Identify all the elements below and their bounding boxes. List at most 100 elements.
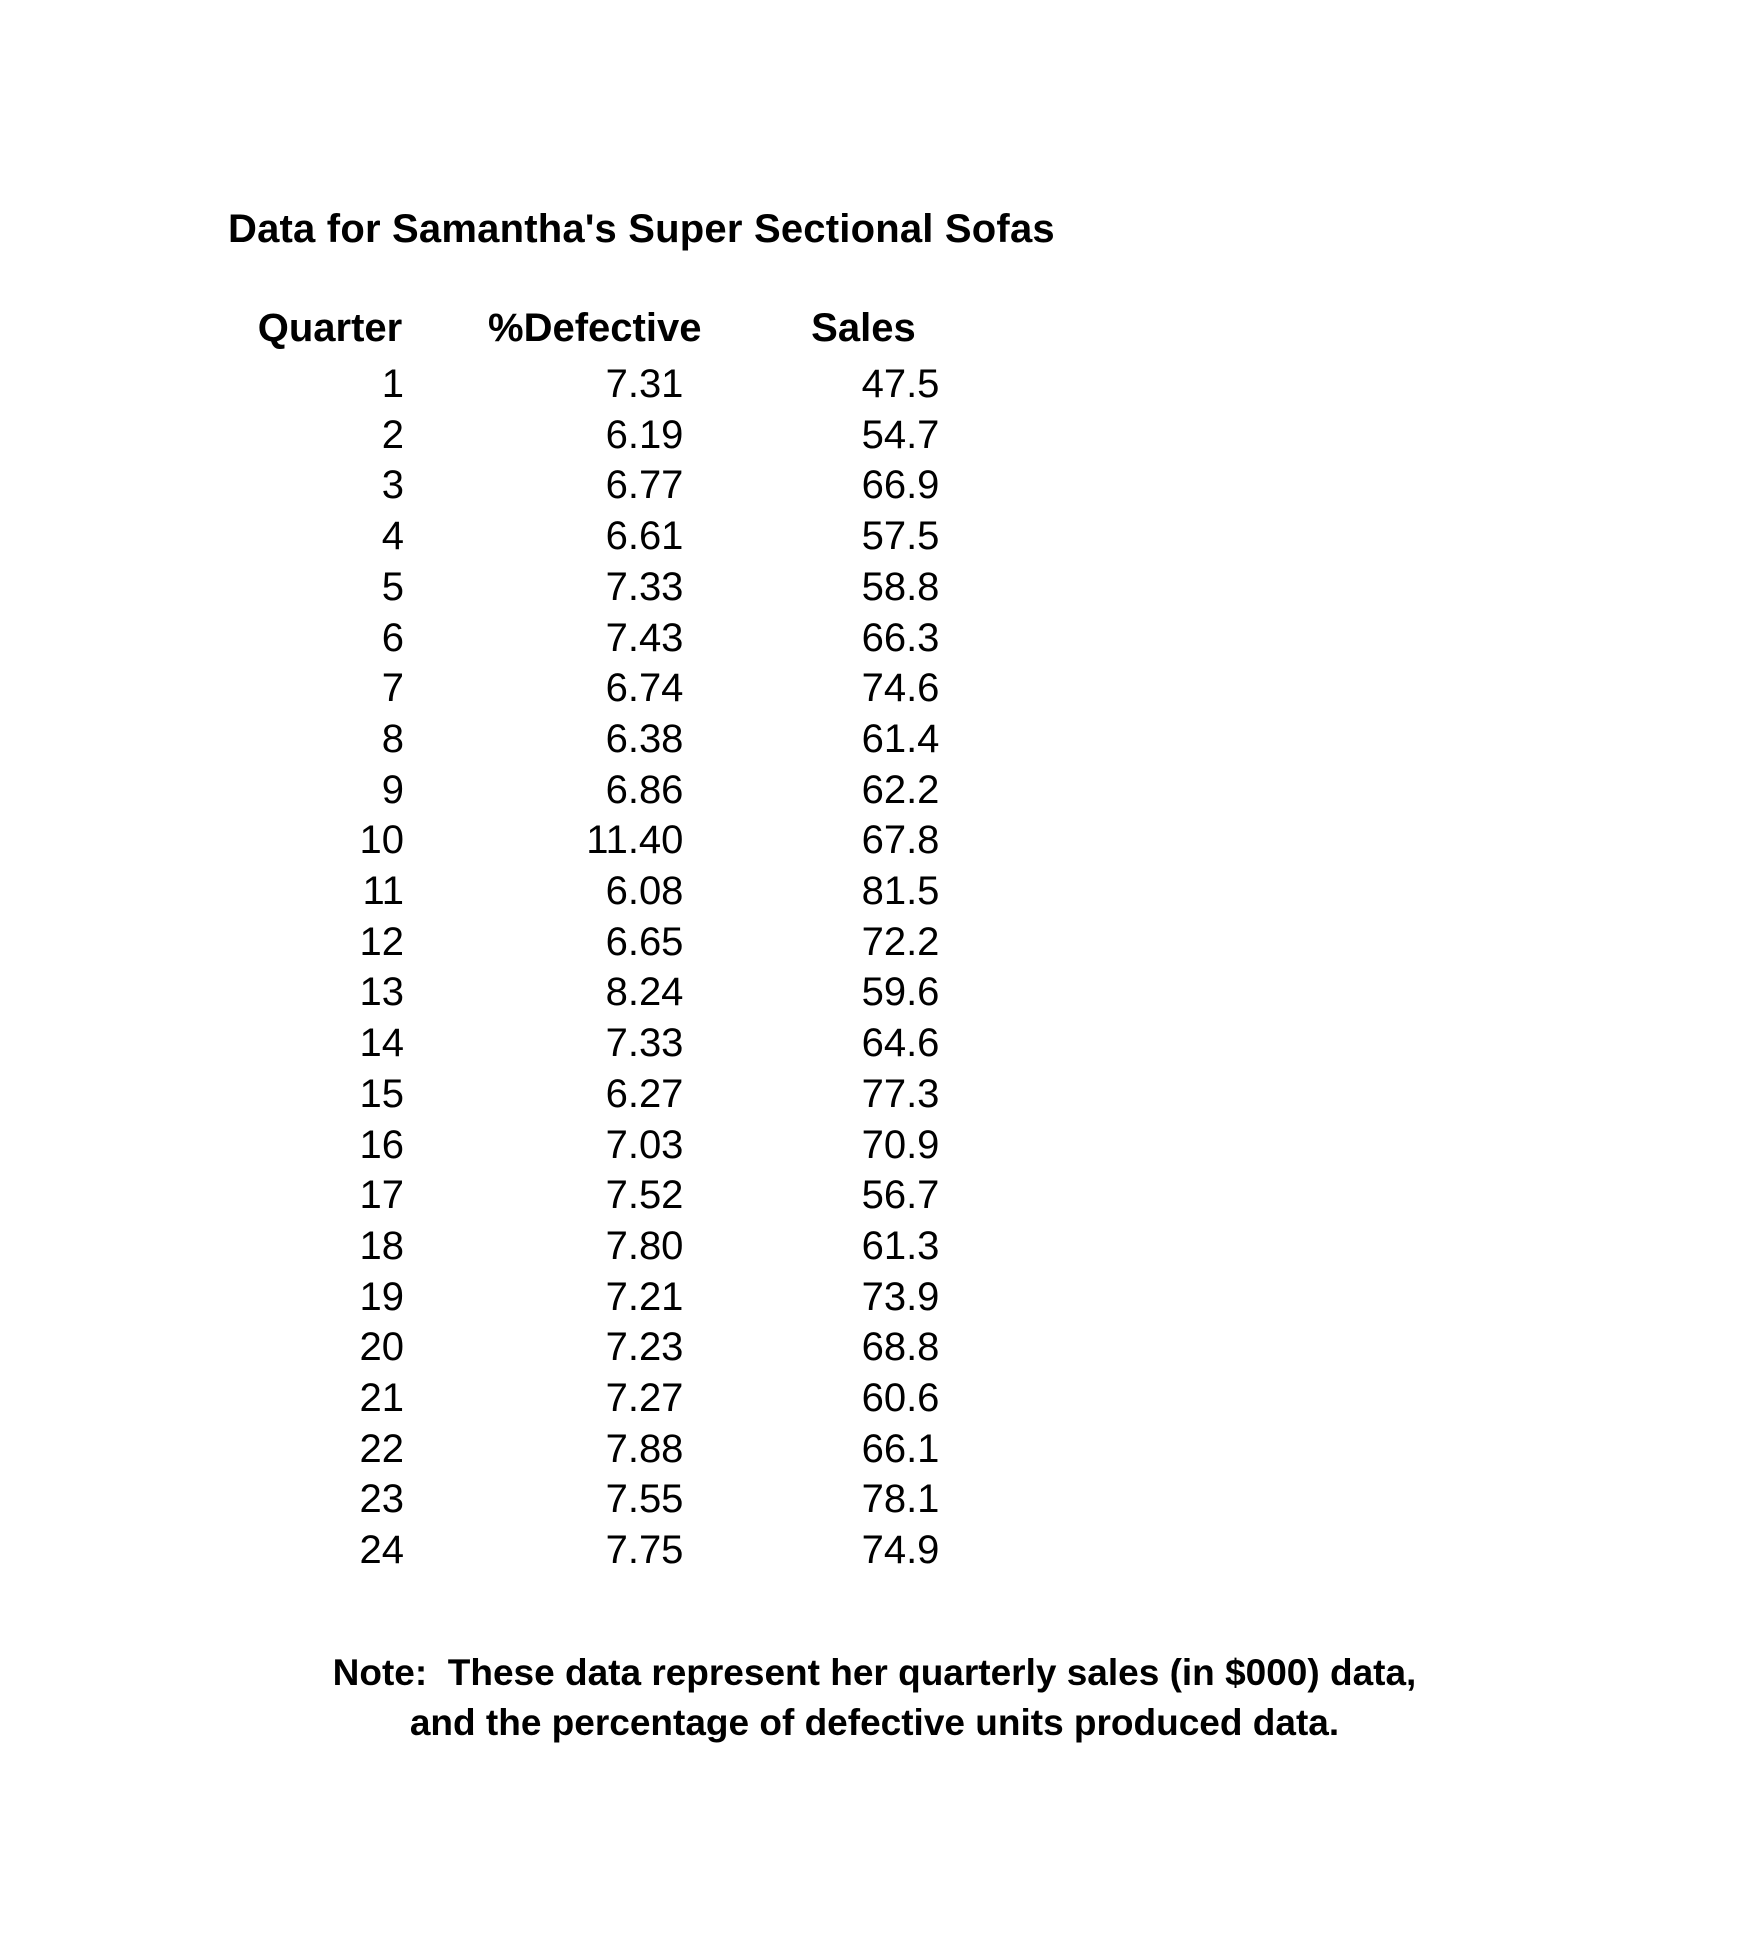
cell-quarter: 16 [359,1122,405,1167]
cell-gap-a [420,866,458,917]
cell-defective: 6.65 [605,919,684,964]
cell-sales: 73.9 [861,1274,940,1319]
cell-sales: 74.6 [861,666,940,711]
cell-gap-a [420,1069,458,1120]
table-row: 7 6.74 74.6 [240,663,951,714]
cell-quarter: 11 [362,869,404,914]
cell-gap-a [420,1272,458,1323]
cell-sales: 78.1 [861,1477,940,1522]
cell-gap-a [420,765,458,816]
table-row: 19 7.21 73.9 [240,1272,951,1323]
table-header-row: Quarter %Defective Sales [240,306,951,359]
cell-gap-b [701,1272,761,1323]
cell-gap-a [420,967,458,1018]
table-row: 24 7.75 74.9 [240,1525,951,1576]
cell-gap-b [701,1424,761,1475]
table-row: 17 7.52 56.7 [240,1170,951,1221]
cell-defective: 7.52 [605,1173,684,1218]
cell-gap-b [701,866,761,917]
cell-defective: 6.86 [605,767,684,812]
cell-defective: 11.40 [586,818,684,863]
cell-gap-b [701,815,761,866]
table-row: 6 7.43 66.3 [240,613,951,664]
cell-gap-a [420,1322,458,1373]
table-row: 18 7.80 61.3 [240,1221,951,1272]
cell-defective: 6.27 [605,1071,684,1116]
table-row: 8 6.38 61.4 [240,714,951,765]
table-row: 23 7.55 78.1 [240,1474,951,1525]
cell-defective: 8.24 [605,970,684,1015]
cell-defective: 7.75 [605,1528,684,1573]
cell-sales: 54.7 [861,412,940,457]
column-header-sales: Sales [811,306,916,350]
table-row: 13 8.24 59.6 [240,967,951,1018]
cell-quarter: 2 [381,412,404,457]
cell-gap-b [701,967,761,1018]
cell-gap-a [420,663,458,714]
cell-sales: 72.2 [861,919,940,964]
header-gap-a [420,306,458,359]
cell-gap-a [420,562,458,613]
cell-sales: 62.2 [861,767,940,812]
cell-quarter: 4 [381,514,404,559]
cell-gap-b [701,613,761,664]
cell-gap-a [420,815,458,866]
cell-sales: 61.3 [861,1223,940,1268]
table-row: 5 7.33 58.8 [240,562,951,613]
cell-gap-b [701,359,761,410]
cell-gap-b [701,1018,761,1069]
cell-gap-a [420,410,458,461]
cell-gap-b [701,460,761,511]
cell-sales: 59.6 [861,970,940,1015]
cell-defective: 7.23 [605,1325,684,1370]
cell-quarter: 20 [359,1325,405,1370]
cell-sales: 56.7 [861,1173,940,1218]
cell-quarter: 24 [359,1528,405,1573]
column-header-quarter: Quarter [257,306,403,350]
cell-sales: 57.5 [861,514,940,559]
table-row: 9 6.86 62.2 [240,765,951,816]
cell-defective: 6.77 [605,463,684,508]
cell-quarter: 12 [359,919,405,964]
cell-defective: 7.03 [605,1122,684,1167]
cell-quarter: 19 [359,1274,405,1319]
cell-gap-b [701,1069,761,1120]
table-row: 20 7.23 68.8 [240,1322,951,1373]
cell-defective: 7.55 [605,1477,684,1522]
cell-sales: 58.8 [861,564,940,609]
cell-sales: 66.1 [861,1426,940,1471]
cell-sales: 70.9 [861,1122,940,1167]
header-gap-b [701,306,761,359]
cell-defective: 7.27 [605,1376,684,1421]
cell-sales: 64.6 [861,1021,940,1066]
cell-quarter: 10 [359,818,405,863]
cell-quarter: 7 [381,666,404,711]
cell-gap-b [701,1322,761,1373]
table-body: 1 7.31 47.5 2 6.19 54.7 3 6.77 66.9 4 6.61 57.5 5 7.3… [240,359,951,1576]
cell-gap-a [420,1424,458,1475]
table-row: 1 7.31 47.5 [240,359,951,410]
table-row: 14 7.33 64.6 [240,1018,951,1069]
cell-defective: 7.43 [605,615,684,660]
cell-gap-b [701,410,761,461]
cell-gap-a [420,1170,458,1221]
cell-quarter: 1 [381,362,404,406]
cell-gap-b [701,765,761,816]
cell-gap-b [701,1525,761,1576]
cell-gap-b [701,1221,761,1272]
cell-defective: 6.08 [605,869,684,914]
table-row: 21 7.27 60.6 [240,1373,951,1424]
cell-gap-a [420,714,458,765]
table-header: Quarter %Defective Sales [240,306,951,359]
cell-quarter: 14 [359,1021,405,1066]
cell-quarter: 9 [381,767,404,812]
cell-gap-a [420,1221,458,1272]
cell-gap-b [701,663,761,714]
cell-defective: 7.31 [605,362,684,406]
cell-sales: 66.3 [861,615,940,660]
data-table: Quarter %Defective Sales 1 7.31 47.5 2 6.19 5… [240,306,951,1576]
cell-defective: 6.74 [605,666,684,711]
cell-quarter: 23 [359,1477,405,1522]
cell-sales: 47.5 [861,362,940,406]
cell-gap-b [701,714,761,765]
